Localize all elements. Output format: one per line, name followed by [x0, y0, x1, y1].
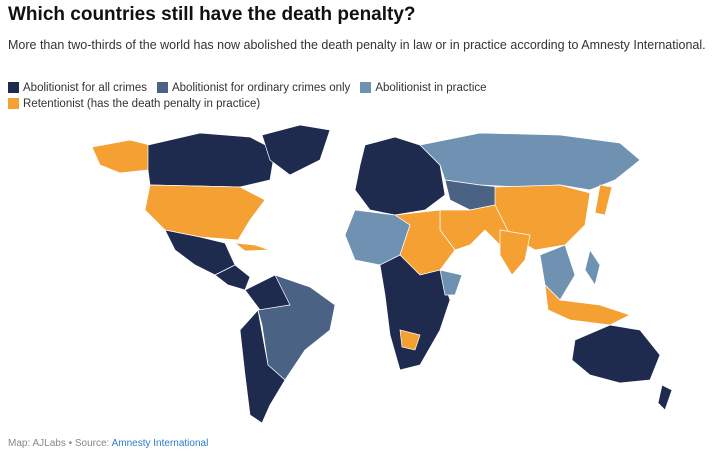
legend-swatch [360, 82, 372, 93]
country-region [239, 309, 286, 424]
world-map [91, 125, 673, 424]
legend-label: Abolitionist in practice [375, 82, 487, 94]
country-region [539, 244, 576, 301]
legend-swatch [8, 82, 19, 93]
legend-swatch [8, 98, 19, 109]
legend: Abolitionist for all crimes Abolitionist … [8, 80, 698, 112]
country-region [91, 139, 151, 174]
country-region [571, 324, 661, 384]
legend-item: Abolitionist in practice [360, 80, 487, 96]
country-region [233, 242, 271, 252]
subtitle: More than two-thirds of the world has no… [8, 38, 706, 52]
country-region [594, 184, 613, 216]
country-region [439, 269, 463, 296]
title: Which countries still have the death pen… [8, 4, 416, 25]
country-region [399, 329, 421, 351]
country-region [544, 284, 631, 326]
legend-item: Retentionist (has the death penalty in p… [8, 96, 260, 112]
country-region [147, 132, 276, 188]
credit: Map: AJLabs • Source: [8, 438, 110, 449]
country-region [499, 229, 531, 276]
country-region [379, 254, 451, 371]
country-region [584, 249, 601, 286]
source-link[interactable]: Amnesty International [111, 438, 209, 449]
legend-swatch [156, 82, 168, 93]
country-region [657, 384, 673, 411]
footer: Map: AJLabs • Source: Amnesty Internatio… [8, 438, 208, 449]
legend-item: Abolitionist for ordinary crimes only [156, 80, 351, 96]
legend-label: Retentionist (has the death penalty in p… [23, 98, 261, 110]
legend-label: Abolitionist for ordinary crimes only [171, 82, 351, 94]
legend-label: Abolitionist for all crimes [23, 82, 147, 94]
country-region [261, 125, 331, 176]
country-region [354, 136, 446, 216]
country-region [214, 264, 251, 291]
country-region [144, 184, 266, 241]
legend-item: Abolitionist for all crimes [8, 80, 147, 96]
